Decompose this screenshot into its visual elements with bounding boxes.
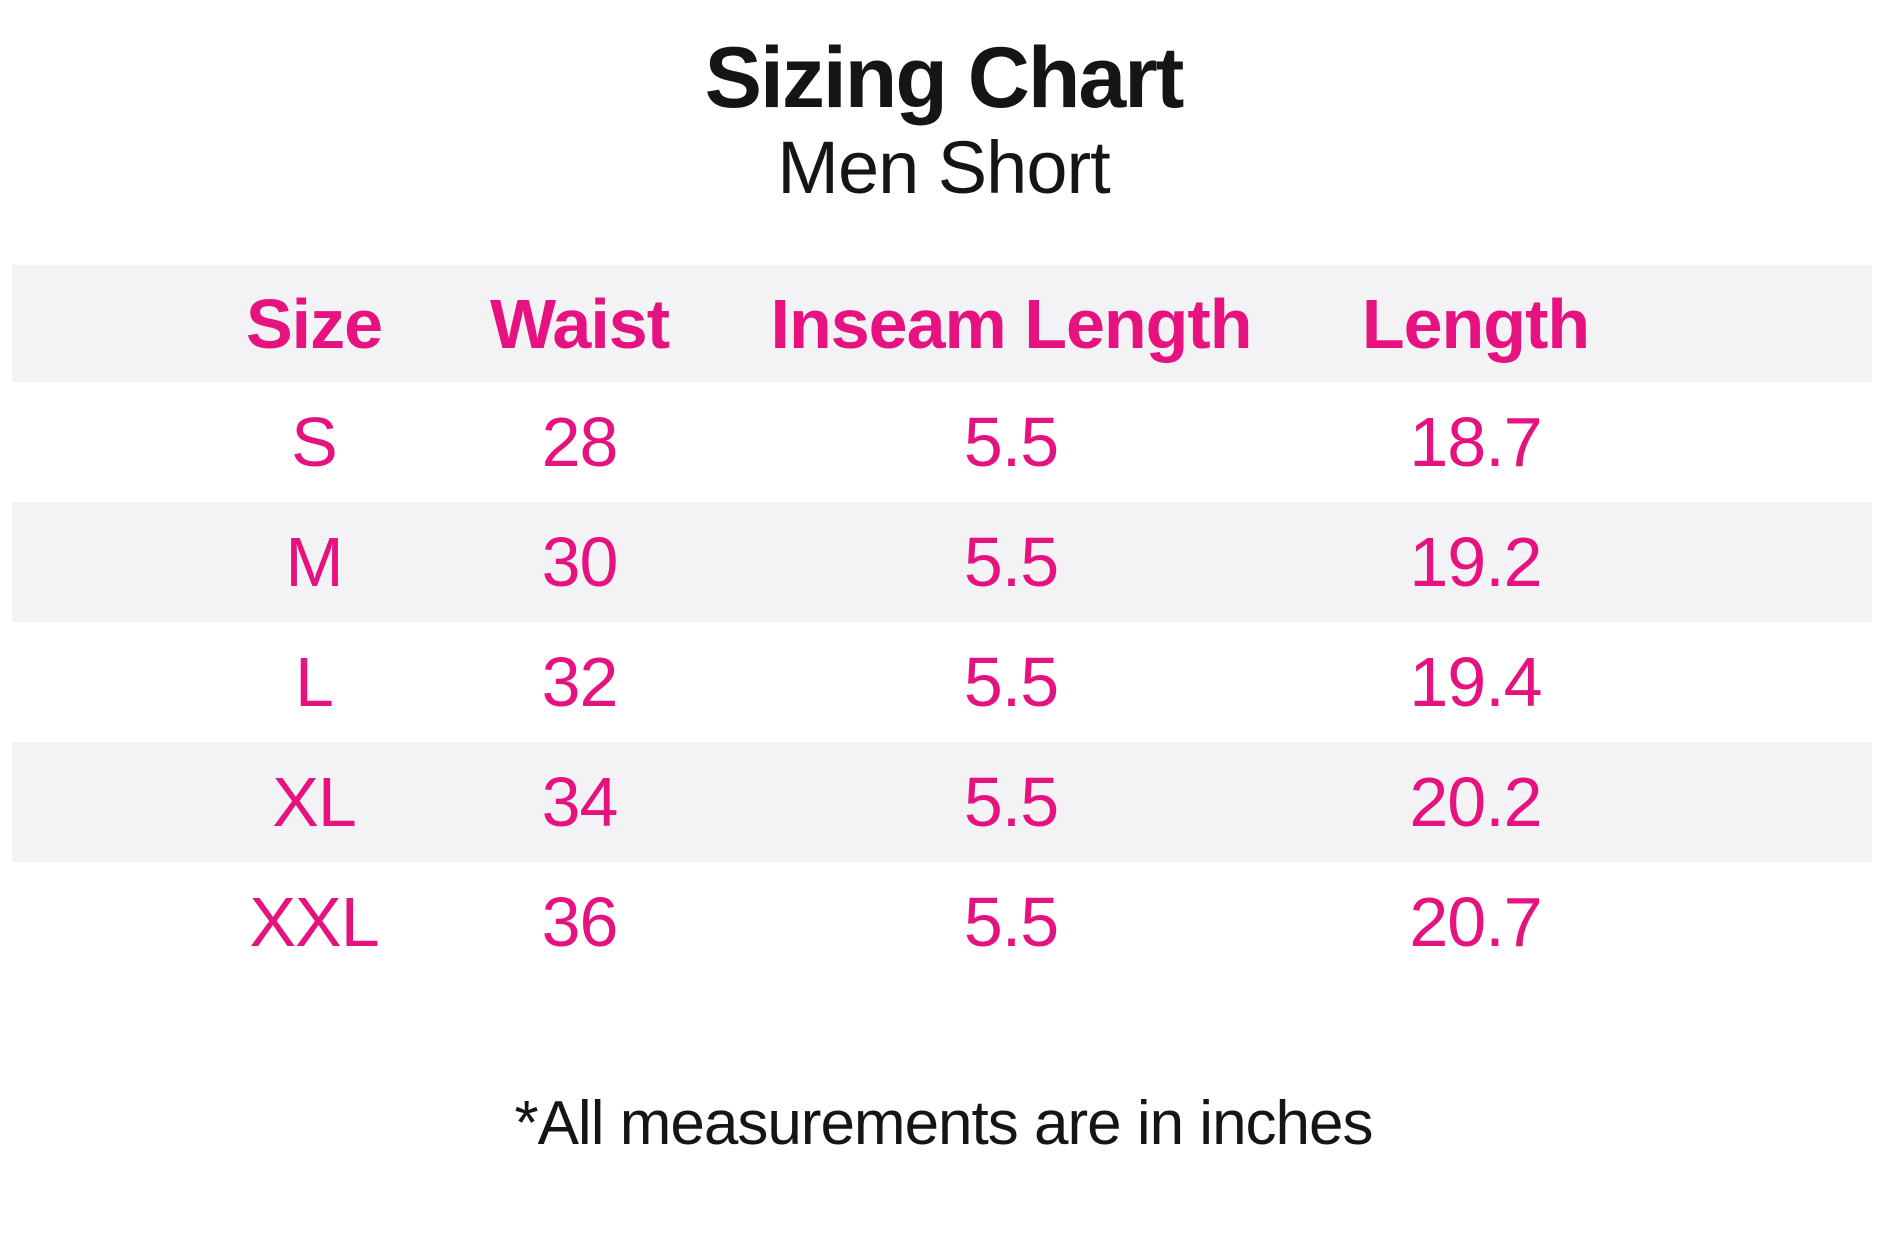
table-row: XXL 36 5.5 20.7 xyxy=(12,862,1872,982)
data-cell: 19.2 xyxy=(1409,523,1542,601)
spacer-cell xyxy=(12,265,184,382)
data-cell: 28 xyxy=(541,403,619,481)
data-cell: 5.5 xyxy=(963,403,1059,481)
data-cell: 20.2 xyxy=(1409,763,1542,841)
spacer-cell xyxy=(12,742,184,862)
table-header-row: Size Waist Inseam Length Length xyxy=(12,265,1872,382)
page-subtitle: Men Short xyxy=(777,126,1110,209)
data-cell: 30 xyxy=(541,523,619,601)
header-cell: Waist xyxy=(489,284,670,363)
data-cell: S xyxy=(291,403,338,481)
spacer-cell xyxy=(12,622,184,742)
spacer-cell xyxy=(1644,742,1872,862)
spacer-cell xyxy=(1644,622,1872,742)
data-cell: 18.7 xyxy=(1409,403,1542,481)
spacer-cell xyxy=(12,382,184,502)
data-cell: M xyxy=(285,523,343,601)
header-cell: Inseam Length xyxy=(770,284,1253,363)
sizing-table: Size Waist Inseam Length Length S 28 5.5 18.7 M 3… xyxy=(12,265,1872,982)
data-cell: 34 xyxy=(541,763,619,841)
table-row: S 28 5.5 18.7 xyxy=(12,382,1872,502)
spacer-cell xyxy=(1644,382,1872,502)
spacer-cell xyxy=(1644,265,1872,382)
table-row: M 30 5.5 19.2 xyxy=(12,502,1872,622)
spacer-cell xyxy=(12,502,184,622)
table-row: L 32 5.5 19.4 xyxy=(12,622,1872,742)
data-cell: XL xyxy=(272,763,357,841)
data-cell: 36 xyxy=(541,883,619,961)
header-cell: Size xyxy=(245,284,383,363)
sizing-table-body: Size Waist Inseam Length Length S 28 5.5 18.7 M 3… xyxy=(12,265,1872,982)
spacer-cell xyxy=(1644,862,1872,982)
data-cell: 19.4 xyxy=(1409,643,1542,721)
spacer-cell xyxy=(12,862,184,982)
data-cell: 5.5 xyxy=(963,883,1059,961)
data-cell: 5.5 xyxy=(963,763,1059,841)
table-row: XL 34 5.5 20.2 xyxy=(12,742,1872,862)
measurements-footnote: *All measurements are in inches xyxy=(514,1089,1373,1158)
page-title: Sizing Chart xyxy=(704,30,1185,126)
data-cell: 20.7 xyxy=(1409,883,1542,961)
data-cell: 32 xyxy=(541,643,619,721)
header-cell: Length xyxy=(1361,284,1590,363)
data-cell: 5.5 xyxy=(963,643,1059,721)
data-cell: L xyxy=(295,643,334,721)
spacer-cell xyxy=(1644,502,1872,622)
data-cell: 5.5 xyxy=(963,523,1059,601)
data-cell: XXL xyxy=(249,883,379,961)
